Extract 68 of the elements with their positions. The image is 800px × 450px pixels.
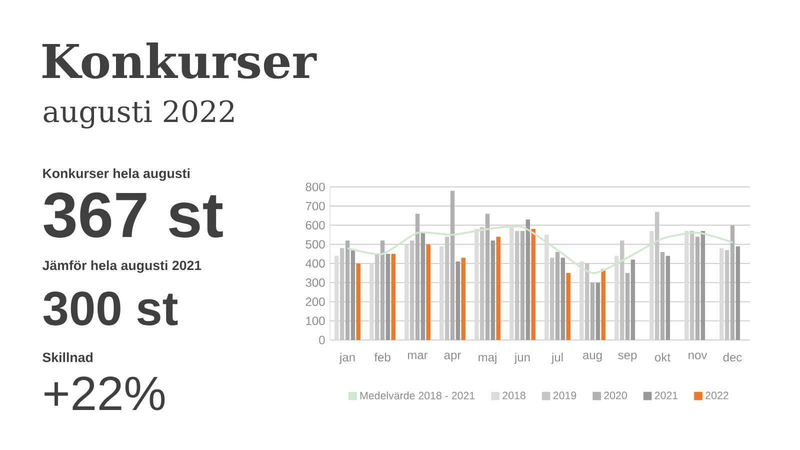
text: 300 st xyxy=(43,292,178,326)
chart-title: Konkurser xyxy=(42,42,317,79)
x-tick-label: nov xyxy=(688,352,708,360)
bar xyxy=(485,214,490,340)
bar xyxy=(490,240,496,340)
legend-label: 2019 xyxy=(553,392,576,400)
bar xyxy=(625,273,630,340)
bar xyxy=(555,252,560,340)
bar xyxy=(560,258,566,340)
legend-label: 2020 xyxy=(604,392,627,400)
x-tick-label: sep xyxy=(618,352,637,362)
bar xyxy=(526,219,530,340)
bar xyxy=(461,258,466,340)
x-tick-label: feb xyxy=(374,352,390,362)
x-tick-label: dec xyxy=(723,352,742,362)
bar xyxy=(596,282,600,340)
x-tick-label: jul xyxy=(551,352,563,364)
bar xyxy=(695,236,700,340)
x-tick-label: aug xyxy=(582,352,602,362)
bar xyxy=(666,256,670,340)
y-tick-label: 300 xyxy=(306,278,325,287)
y-tick-label: 700 xyxy=(306,202,325,210)
bar xyxy=(730,225,735,340)
bar xyxy=(496,236,500,340)
x-tick-label: maj xyxy=(478,352,496,364)
y-tick-label: 400 xyxy=(306,259,325,268)
text: 367 st xyxy=(44,192,223,238)
bar xyxy=(356,263,360,340)
y-tick-label: 200 xyxy=(306,297,325,306)
text: Jämför hela augusti 2021 xyxy=(42,260,202,273)
legend-label: 2018 xyxy=(502,392,526,400)
line-series xyxy=(346,225,734,274)
bar xyxy=(566,273,570,340)
chart-subtitle: augusti 2022 xyxy=(44,100,234,129)
y-tick-label: 100 xyxy=(306,316,325,326)
x-tick-label: jan xyxy=(339,352,355,364)
bar xyxy=(736,246,740,340)
bar xyxy=(426,244,430,340)
bar xyxy=(450,190,455,340)
x-tick-label: apr xyxy=(444,352,461,362)
bar xyxy=(590,282,595,340)
bar xyxy=(386,254,390,340)
bar xyxy=(380,240,385,340)
bar xyxy=(345,240,350,340)
x-tick-label: mar xyxy=(408,352,428,360)
bar xyxy=(415,214,420,340)
bar xyxy=(601,269,606,340)
bar xyxy=(700,230,706,340)
bar xyxy=(456,262,460,340)
bar xyxy=(520,230,525,340)
bar xyxy=(391,254,396,340)
bar xyxy=(350,250,356,340)
bar xyxy=(420,232,426,340)
y-tick-label: 0 xyxy=(319,336,325,344)
bar xyxy=(660,252,665,340)
y-tick-label: 500 xyxy=(306,240,325,249)
x-tick-label: jun xyxy=(514,352,530,364)
text: Konkurser hela augusti xyxy=(43,168,190,181)
x-tick-label: okt xyxy=(655,352,670,362)
legend-label: 2021 xyxy=(654,392,678,400)
legend-label: 2022 xyxy=(706,392,728,400)
bar xyxy=(630,260,636,340)
text: Skillnad xyxy=(42,352,93,362)
y-tick-label: 800 xyxy=(306,182,325,192)
y-tick-label: 600 xyxy=(306,220,325,230)
bar xyxy=(531,229,536,340)
legend-label: Medelvärde 2018 - 2021 xyxy=(360,392,475,400)
text: +22% xyxy=(44,376,165,410)
